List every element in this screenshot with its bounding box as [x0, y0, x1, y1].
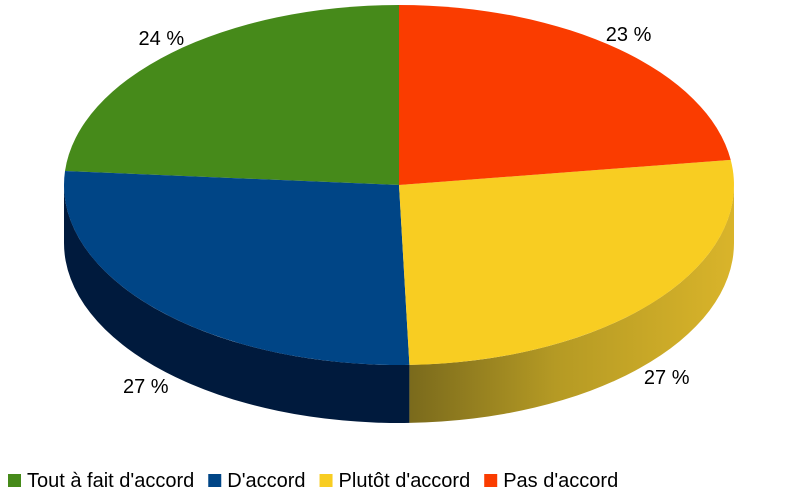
legend-item-pas-d-accord: Pas d'accord	[484, 470, 618, 492]
legend-swatch	[208, 474, 222, 487]
legend-label: Plutôt d'accord	[339, 470, 471, 492]
legend-swatch	[484, 474, 498, 487]
legend-swatch	[319, 474, 333, 487]
legend-item-d-accord: D'accord	[208, 470, 306, 492]
data-label-pas-d-accord: 23 %	[606, 24, 652, 46]
pie-slice-side-plutot-d-accord	[409, 185, 734, 423]
pie-slice-plutot-d-accord	[399, 159, 734, 365]
pie-side-layer	[64, 185, 734, 423]
legend-label: D'accord	[227, 470, 305, 492]
data-label-d-accord: 27 %	[123, 376, 169, 398]
data-label-tout-a-fait-d-accord: 24 %	[139, 28, 185, 50]
pie-top-layer	[63, 5, 734, 365]
pie-slice-tout-a-fait-d-accord	[65, 5, 399, 185]
data-label-layer: 24 % 27 % 27 % 23 %	[123, 24, 690, 398]
pie-slice-d-accord	[63, 171, 410, 365]
legend: Tout à fait d'accord D'accord Plutôt d'acc…	[8, 470, 618, 492]
legend-item-plutot-d-accord: Plutôt d'accord	[319, 470, 471, 492]
legend-swatch	[8, 474, 21, 487]
legend-label: Pas d'accord	[503, 470, 618, 492]
legend-item-tout-a-fait-d-accord: Tout à fait d'accord	[8, 470, 194, 492]
data-label-plutot-d-accord: 27 %	[644, 367, 690, 389]
legend-label: Tout à fait d'accord	[27, 470, 194, 492]
pie-slice-pas-d-accord	[399, 5, 731, 185]
pie-slice-side-d-accord	[64, 185, 410, 423]
